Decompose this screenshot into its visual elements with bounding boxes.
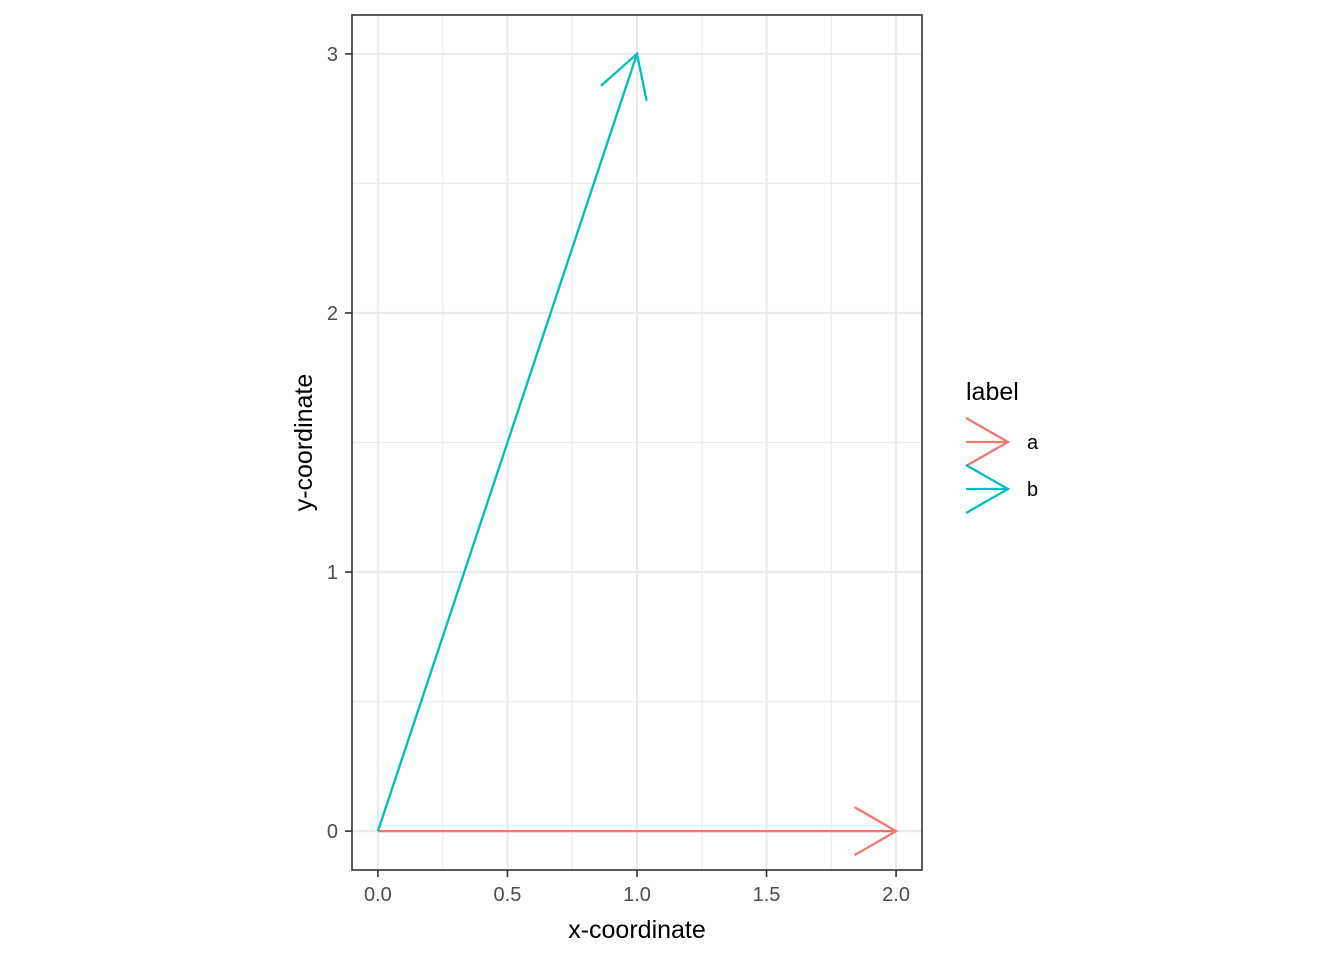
- series-line-b: [376, 53, 639, 832]
- y-tick-label: 0: [327, 821, 338, 843]
- y-tick-label: 3: [327, 44, 338, 66]
- series-arrowhead-a: [853, 806, 899, 857]
- legend-label-a: a: [1027, 432, 1039, 454]
- grid-major: [352, 15, 922, 870]
- y-tick-label: 2: [327, 303, 338, 325]
- legend: label a b: [965, 378, 1039, 514]
- series-layer: [376, 51, 899, 857]
- legend-key-arrow-b: [965, 464, 1011, 514]
- x-axis: 0.0 0.5 1.0 1.5 2.0: [364, 870, 910, 906]
- y-axis-title: y-coordinate: [290, 374, 318, 512]
- x-tick-label: 0.0: [364, 884, 392, 906]
- series-arrowhead-b: [600, 51, 648, 102]
- legend-key-arrow-a: [965, 417, 1011, 467]
- legend-label-b: b: [1027, 479, 1038, 501]
- x-tick-label: 1.0: [623, 884, 651, 906]
- x-tick-label: 0.5: [494, 884, 522, 906]
- legend-title: label: [966, 378, 1019, 406]
- y-axis: 0 1 2 3: [327, 44, 352, 843]
- x-tick-label: 2.0: [882, 884, 910, 906]
- x-axis-title: x-coordinate: [568, 916, 706, 944]
- y-tick-label: 1: [327, 562, 338, 584]
- x-tick-label: 1.5: [753, 884, 781, 906]
